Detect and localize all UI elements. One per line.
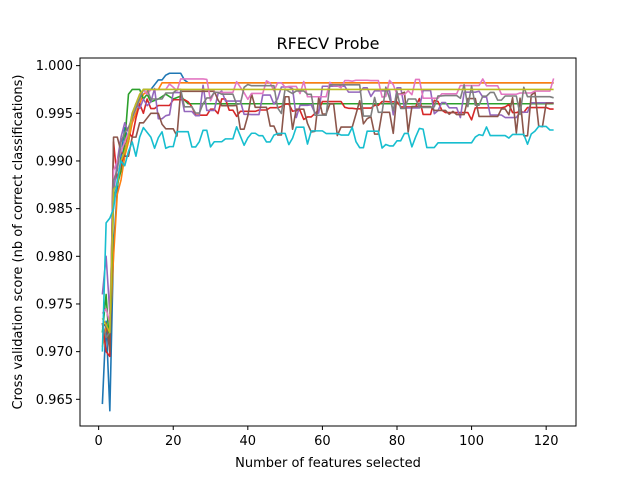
x-tick-label: 120: [534, 434, 559, 449]
series-layer: [101, 72, 555, 412]
y-tick-label: 0.985: [36, 202, 73, 217]
y-axis-label: Cross validation score (nb of correct cl…: [11, 75, 26, 410]
y-tick-label: 1.000: [36, 59, 73, 74]
y-tick-label: 0.965: [36, 393, 73, 408]
y-tick-label: 0.970: [36, 345, 73, 360]
plot-frame: [79, 57, 577, 427]
x-tick-label: 40: [240, 434, 257, 449]
series-line-5: [101, 84, 554, 315]
series-line-9: [101, 88, 554, 334]
series-line-10: [101, 125, 554, 352]
x-tick-label: 0: [95, 434, 103, 449]
x-axis-ticks: 0 20 40 60 80 100 120: [95, 426, 559, 449]
x-tick-label: 20: [165, 434, 182, 449]
x-tick-label: 100: [459, 434, 484, 449]
y-axis-ticks: 0.965 0.970 0.975 0.980 0.985 0.990 0.995 1.000: [36, 59, 80, 408]
x-tick-label: 80: [389, 434, 406, 449]
y-tick-label: 0.995: [36, 107, 73, 122]
y-tick-label: 0.990: [36, 154, 73, 169]
y-tick-label: 0.975: [36, 297, 73, 312]
series-line-6: [101, 90, 554, 353]
x-tick-label: 60: [314, 434, 331, 449]
chart-title: RFECV Probe: [276, 34, 379, 53]
y-tick-label: 0.980: [36, 250, 73, 265]
x-axis-label: Number of features selected: [235, 456, 421, 471]
